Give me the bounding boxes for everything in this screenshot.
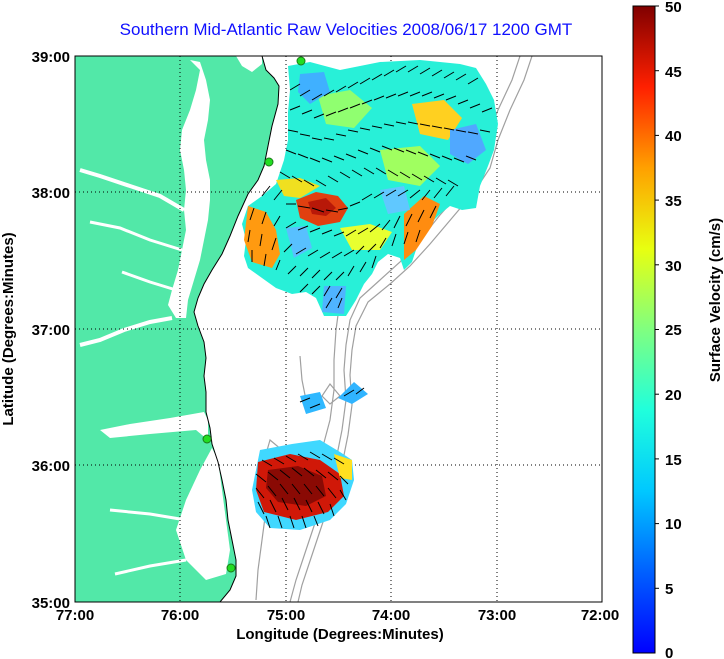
north-field-blue-1 bbox=[298, 72, 330, 104]
colorbar-tick-label: 30 bbox=[665, 258, 682, 275]
north-field-green-2 bbox=[380, 146, 440, 186]
y-axis-label: Latitude (Degrees:Minutes) bbox=[0, 232, 17, 425]
colorbar: 50 45 40 35 30 25 20 15 10 5 0 Surface V… bbox=[632, 0, 724, 659]
delaware-bay bbox=[236, 56, 262, 72]
north-field-blue-4 bbox=[322, 286, 346, 314]
mid-field-patch-2 bbox=[338, 382, 368, 404]
map-title: Southern Mid-Atlantic Raw Velocities 200… bbox=[119, 20, 573, 39]
velocity-field bbox=[242, 60, 498, 530]
y-tick-label: 35:00 bbox=[32, 595, 70, 612]
x-tick-label: 73:00 bbox=[478, 607, 516, 624]
colorbar-tick-label: 40 bbox=[665, 128, 682, 145]
colorbar-tick-label: 25 bbox=[665, 322, 682, 339]
y-tick-label: 36:00 bbox=[32, 458, 70, 475]
pamlico-river bbox=[109, 508, 187, 522]
james-river bbox=[79, 316, 173, 347]
grid-lines bbox=[75, 56, 602, 602]
colorbar-tick-label: 0 bbox=[665, 645, 673, 659]
colorbar-tick-label: 20 bbox=[665, 387, 682, 404]
colorbar-tick-label: 10 bbox=[665, 516, 682, 533]
neuse-river bbox=[114, 558, 187, 576]
potomac-river bbox=[79, 168, 186, 212]
x-tick-label: 76:00 bbox=[161, 607, 199, 624]
radar-station-2 bbox=[264, 157, 274, 167]
colorbar-tick-label: 15 bbox=[665, 452, 682, 469]
colorbar-tick-label: 50 bbox=[665, 0, 682, 16]
colorbar-gradient bbox=[632, 5, 656, 654]
radar-station-4 bbox=[226, 563, 236, 573]
mid-field-patch-1 bbox=[300, 392, 326, 414]
colorbar-tick-label: 35 bbox=[665, 193, 682, 210]
north-field-yellow-3 bbox=[412, 100, 462, 140]
rappahannock-river bbox=[89, 220, 183, 252]
y-tick-label: 38:00 bbox=[32, 185, 70, 202]
velocity-vectors bbox=[247, 65, 493, 529]
chesapeake-bay bbox=[168, 60, 210, 318]
radar-stations bbox=[202, 56, 306, 573]
north-field-yellow-2 bbox=[340, 224, 392, 250]
radar-station-3 bbox=[202, 434, 212, 444]
colorbar-tick-label: 45 bbox=[665, 64, 682, 81]
south-field-core bbox=[266, 466, 326, 506]
pamlico-sound bbox=[176, 448, 230, 580]
x-tick-label: 74:00 bbox=[372, 607, 410, 624]
y-tick-label: 37:00 bbox=[32, 322, 70, 339]
radar-station-1 bbox=[296, 56, 306, 66]
north-field-hotspot-core bbox=[308, 198, 336, 216]
north-field-orange-east bbox=[404, 196, 440, 260]
albemarle-sound bbox=[100, 412, 208, 440]
north-field-blue-3 bbox=[286, 226, 312, 258]
y-tick-label: 39:00 bbox=[32, 49, 70, 66]
colorbar-label: Surface Velocity (cm/s) bbox=[707, 218, 724, 382]
colorbar-tick-label: 5 bbox=[665, 581, 673, 598]
y-axis: 39:00 38:00 37:00 36:00 35:00 Latitude (… bbox=[0, 49, 70, 612]
x-tick-label: 75:00 bbox=[267, 607, 305, 624]
x-tick-label: 77:00 bbox=[56, 607, 94, 624]
x-axis-label: Longitude (Degrees:Minutes) bbox=[236, 626, 444, 643]
plot-frame bbox=[74, 55, 603, 603]
x-tick-label: 72:00 bbox=[581, 607, 619, 624]
coastline bbox=[193, 56, 280, 602]
york-river bbox=[121, 270, 177, 292]
x-axis: 77:00 76:00 75:00 74:00 73:00 72:00 Long… bbox=[56, 607, 619, 643]
